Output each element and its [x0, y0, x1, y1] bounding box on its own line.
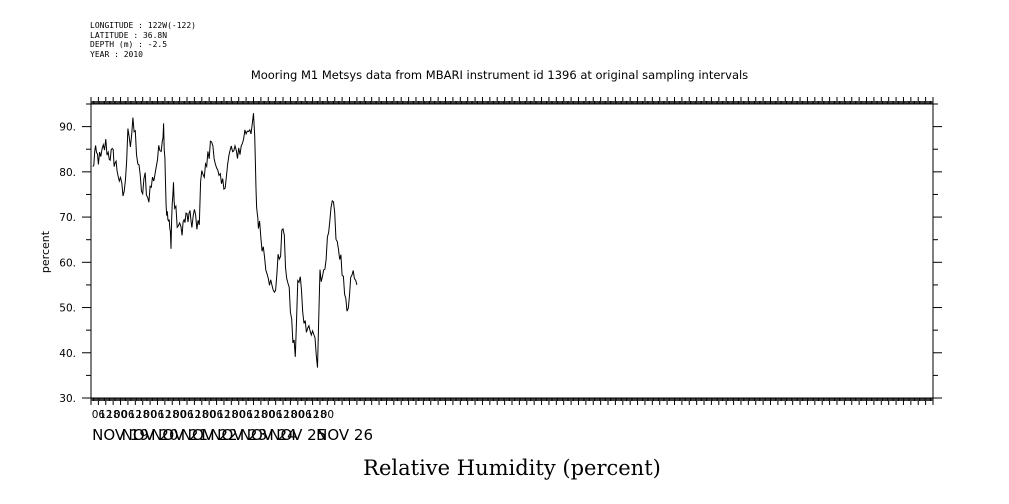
x-tick-label: 18 — [225, 409, 238, 421]
x-tick-label: 06 — [299, 409, 313, 421]
x-tick-label: 00 — [202, 409, 215, 421]
series-line-relative-humidity — [92, 113, 358, 368]
x-tick-label: 12 — [188, 409, 201, 421]
x-tick-label: 00 — [114, 409, 127, 421]
y-axis-label: percent — [39, 230, 52, 273]
x-tick-label: 06 — [269, 409, 283, 421]
x-day-label: NOV 21 — [151, 426, 208, 444]
x-tick-label: 18 — [106, 409, 119, 421]
y-tick-label: 80. — [59, 167, 76, 179]
x-tick-label: 18 — [254, 409, 267, 421]
axis-ticks — [82, 97, 942, 405]
x-tick-label: 06 — [121, 409, 135, 421]
y-tick-label: 60. — [59, 257, 76, 269]
x-tick-label: 18 — [136, 409, 149, 421]
x-tick-label: 18 — [195, 409, 208, 421]
x-tick-label: 12 — [158, 409, 171, 421]
meta-latitude: LATITUDE : 36.8N — [90, 30, 168, 40]
axis-tick-labels: 30.40.50.60.70.80.90.0612180006121800061… — [59, 122, 373, 444]
x-tick-label: 06 — [92, 409, 106, 421]
x-tick-label: 00 — [232, 409, 245, 421]
x-tick-label: 06 — [151, 409, 165, 421]
y-tick-label: 70. — [59, 212, 76, 224]
x-tick-label: 06 — [239, 409, 253, 421]
y-tick-label: 50. — [59, 303, 76, 315]
x-tick-label: 12 — [306, 409, 319, 421]
x-tick-label: 00 — [173, 409, 186, 421]
x-tick-label: 12 — [129, 409, 142, 421]
x-tick-label: 00 — [291, 409, 304, 421]
meta-year: YEAR : 2010 — [90, 49, 143, 59]
x-tick-label: 00 — [143, 409, 156, 421]
y-tick-label: 30. — [59, 393, 76, 405]
x-tick-label: 06 — [180, 409, 194, 421]
x-day-label: NOV 22 — [181, 426, 238, 444]
x-tick-label: 18 — [313, 409, 326, 421]
x-day-label: NOV 26 — [316, 426, 373, 444]
x-tick-label: 18 — [166, 409, 179, 421]
x-day-label: NOV 24 — [240, 426, 297, 444]
x-tick-label: 12 — [99, 409, 112, 421]
chart-title-wrap: Mooring M1 Metsys data from MBARI instru… — [0, 68, 1009, 82]
metadata-block: LONGITUDE : 122W(-122) LATITUDE : 36.8N … — [90, 21, 196, 59]
y-tick-label: 90. — [59, 122, 76, 134]
x-day-label: NOV 19 — [92, 426, 149, 444]
x-tick-label: 18 — [284, 409, 297, 421]
plot-frame — [90, 103, 934, 399]
x-day-label: NOV 23 — [210, 426, 267, 444]
x-tick-label: 00 — [262, 409, 275, 421]
x-axis-label: Relative Humidity (percent) — [363, 456, 661, 480]
meta-depth: DEPTH (m) : -2.5 — [90, 40, 168, 49]
series-layer — [92, 113, 358, 368]
x-tick-label: 06 — [210, 409, 224, 421]
meta-longitude: LONGITUDE : 122W(-122) — [90, 21, 196, 30]
x-tick-label: 12 — [276, 409, 289, 421]
x-day-label: NOV 25 — [269, 426, 326, 444]
y-tick-label: 40. — [59, 348, 76, 360]
chart-title: Mooring M1 Metsys data from MBARI instru… — [250, 68, 749, 82]
x-tick-label: 00 — [321, 409, 334, 421]
x-day-label: NOV 20 — [122, 426, 179, 444]
x-tick-label: 12 — [217, 409, 230, 421]
x-tick-label: 12 — [247, 409, 260, 421]
plot-border — [90, 103, 934, 399]
